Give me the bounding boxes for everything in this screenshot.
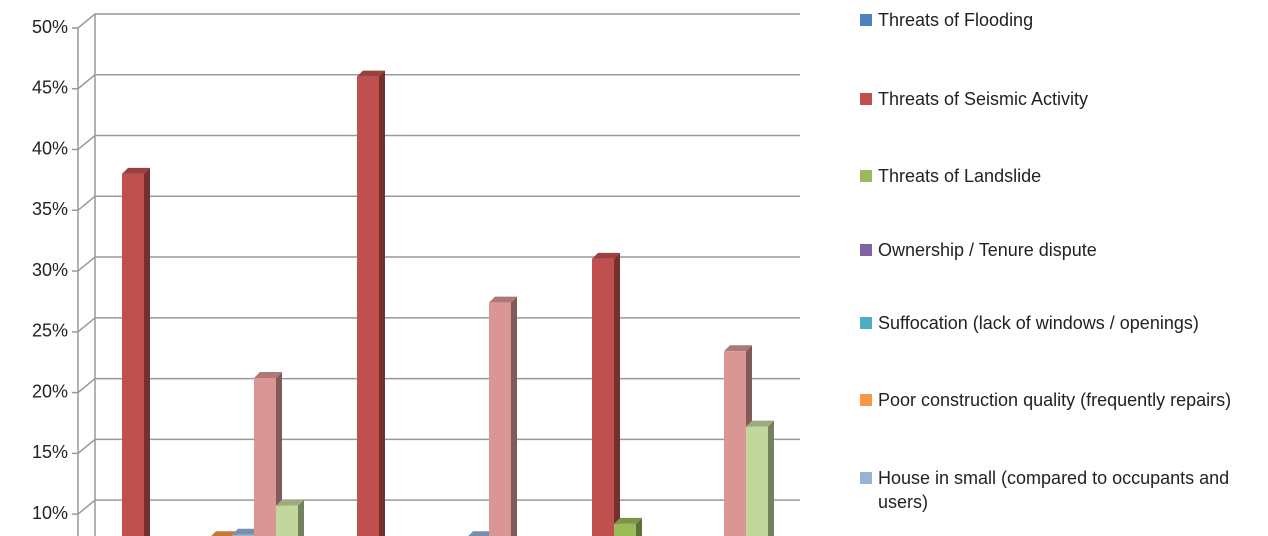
bar [746,426,768,536]
legend-label: Suffocation (lack of windows / openings) [878,313,1199,333]
bar [592,258,614,536]
legend-swatch [860,14,872,26]
bar-side [511,296,517,536]
grid-line [72,13,800,29]
y-tick-label: 45% [32,78,68,98]
bar-top [746,420,774,427]
grid-line [72,438,800,455]
bar-top [232,528,260,535]
legend-item: Threats of Flooding [860,8,1255,32]
bar-top [468,531,495,536]
y-tick-label: 15% [32,442,68,462]
legend-swatch [860,394,872,406]
bar-top [724,345,752,352]
legend-item: House in small (compared to occupants an… [860,466,1255,514]
grid-line [72,256,800,272]
y-tick-label: 10% [32,503,68,523]
legend-label: Threats of Seismic Activity [878,89,1089,109]
y-tick-label: 40% [32,138,68,158]
legend-label: Threats of Flooding [878,10,1034,30]
grid-line [72,74,800,90]
bar [489,302,511,536]
grid-line [72,377,800,394]
bar-top [357,70,385,77]
bar [122,173,144,536]
y-tick-label: 25% [32,321,68,341]
legend-item: Threats of Seismic Activity [860,87,1255,111]
y-tick-label: 30% [32,260,68,280]
bar [254,378,276,536]
bar-top [614,517,642,524]
legend-item: Suffocation (lack of windows / openings) [860,311,1255,335]
bar-top [592,252,620,259]
legend-swatch [860,472,872,484]
legend-item: Poor construction quality (frequently re… [860,388,1255,412]
bar [614,523,636,536]
legend-swatch [860,93,872,105]
bar-top [276,499,304,506]
bar-top [122,167,150,174]
grid-line [72,195,800,212]
legend-label: Ownership / Tenure dispute [878,240,1097,260]
bar-top [254,372,282,379]
bar-top [211,531,238,536]
legend-label: Threats of Landslide [878,166,1042,186]
bar [724,351,746,536]
bar-side [276,372,282,536]
bar-side [379,70,385,536]
bar-side [298,499,304,536]
bar-side [144,167,150,536]
legend-label: House in small (compared to occupants an… [878,468,1230,512]
legend-swatch [860,244,872,256]
y-tick-label: 50% [32,17,68,37]
bar [357,76,379,536]
legend-item: Ownership / Tenure dispute [860,238,1255,262]
bar [232,534,254,536]
grid-line [72,317,800,333]
bar-top [489,296,517,303]
legend-item: Threats of Landslide [860,164,1255,188]
bar [276,505,298,536]
legend-swatch [860,317,872,329]
bar-side [768,420,774,536]
bar-side [614,252,620,536]
y-tick-label: 20% [32,381,68,401]
grid-line [72,134,800,151]
y-tick-label: 35% [32,199,68,219]
bar-side [636,517,642,536]
grid-line [72,499,800,515]
legend-label: Poor construction quality (frequently re… [878,390,1232,410]
legend-swatch [860,170,872,182]
